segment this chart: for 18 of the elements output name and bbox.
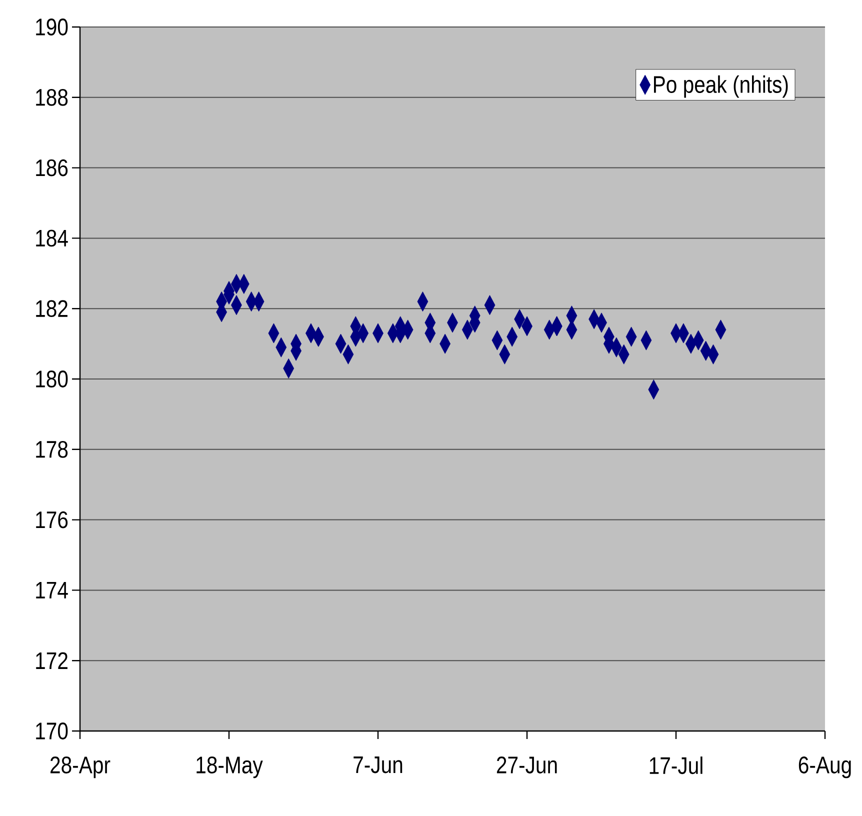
y-tick-label: 180 — [36, 370, 68, 388]
x-tick-label: 18-May — [196, 756, 263, 778]
y-tick-label: 170 — [36, 722, 68, 740]
x-tick-label: 28-Apr — [50, 756, 110, 778]
x-tick-label: 7-Jun — [354, 756, 402, 774]
legend-label: Po peak (nhits) — [654, 75, 788, 98]
x-tick-label: 6-Aug — [798, 756, 851, 778]
x-tick-label: 17-Jul — [650, 756, 702, 774]
y-tick-label: 184 — [36, 230, 68, 247]
y-tick-label: 186 — [36, 159, 68, 176]
y-tick-label: 178 — [36, 440, 68, 458]
y-tick-label: 188 — [36, 88, 68, 106]
y-tick-label: 182 — [36, 300, 68, 318]
y-tick-label: 172 — [36, 652, 68, 669]
y-tick-label: 176 — [36, 511, 68, 528]
y-tick-label: 174 — [36, 582, 68, 598]
y-tick-label: 190 — [36, 18, 68, 36]
x-tick-label: 27-Jun — [496, 756, 557, 774]
